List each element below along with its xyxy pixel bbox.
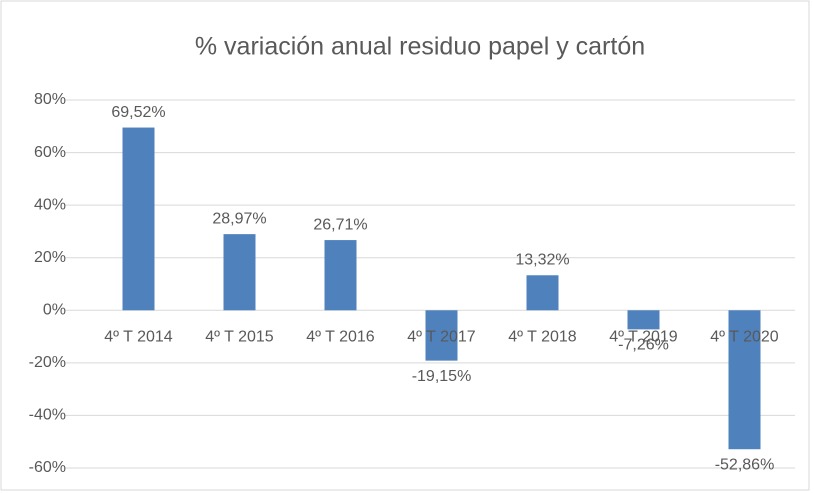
x-tick-label: 4º T 2017	[407, 329, 476, 346]
bar	[425, 310, 458, 361]
bar	[728, 310, 761, 450]
y-tick-label: 60%	[34, 144, 66, 161]
y-tick-label: -60%	[29, 459, 66, 476]
value-label: 26,71%	[313, 216, 367, 233]
bar	[526, 275, 559, 311]
bar	[122, 127, 155, 311]
value-label: 69,52%	[111, 104, 165, 121]
y-tick-label: -20%	[29, 354, 66, 371]
y-tick-label: 40%	[34, 196, 66, 213]
x-tick-label: 4º T 2014	[104, 329, 173, 346]
value-label: 28,97%	[212, 210, 266, 227]
bar	[324, 240, 357, 311]
x-tick-label: 4º T 2020	[710, 329, 779, 346]
bar	[627, 310, 660, 330]
value-label: -7,26%	[618, 337, 669, 354]
chart-title: % variación anual residuo papel y cartón	[195, 33, 645, 61]
y-tick-label: 20%	[34, 249, 66, 266]
x-tick-label: 4º T 2016	[306, 329, 375, 346]
y-tick-label: 0%	[43, 302, 66, 319]
x-tick-label: 4º T 2015	[205, 329, 274, 346]
x-tick-label: 4º T 2018	[508, 329, 577, 346]
value-label: -19,15%	[412, 368, 472, 385]
value-label: -52,86%	[715, 456, 775, 473]
x-tick-label: 4º T 2019	[609, 329, 678, 346]
y-tick-label: 80%	[34, 91, 66, 108]
value-label: 13,32%	[515, 251, 569, 268]
y-tick-label: -40%	[29, 407, 66, 424]
bar	[223, 234, 256, 311]
